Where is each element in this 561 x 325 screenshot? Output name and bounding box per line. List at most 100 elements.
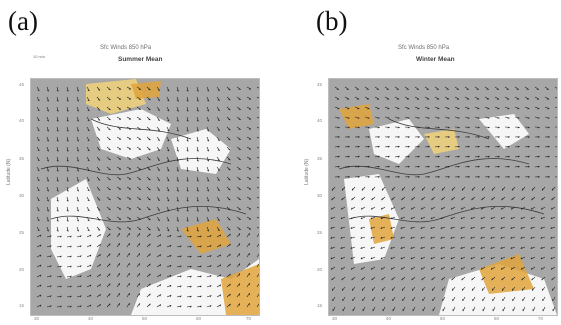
wind-vector (176, 245, 182, 248)
wind-vector (186, 96, 189, 102)
wind-vector (424, 176, 430, 178)
wind-vector (36, 304, 42, 308)
wind-vector (470, 256, 476, 260)
wind-vector (126, 302, 130, 308)
wind-vector (491, 286, 496, 291)
wind-vector (440, 266, 446, 270)
wind-vector (36, 86, 40, 92)
wind-vector (501, 186, 506, 191)
wind-vector (116, 166, 122, 170)
wind-vector (56, 206, 59, 212)
wind-vector (520, 216, 526, 220)
wind-vector (66, 86, 69, 92)
wind-vector (401, 186, 406, 191)
shaded-region (479, 254, 534, 294)
wind-vector (86, 86, 90, 92)
wind-vector (381, 196, 386, 201)
wind-vector (461, 186, 466, 191)
sea-region (369, 119, 424, 164)
wind-vector (332, 296, 336, 302)
wind-vector (196, 136, 199, 142)
wind-vector (502, 296, 506, 302)
wind-vector (166, 206, 170, 212)
wind-vector (484, 145, 490, 148)
wind-vector (434, 145, 440, 148)
wind-vector (554, 166, 557, 168)
wind-vector (484, 165, 490, 168)
wind-vector (520, 236, 526, 239)
wind-vector (411, 186, 416, 191)
panel-b-map (328, 78, 558, 316)
wind-vector (354, 176, 360, 178)
wind-vector (156, 176, 161, 181)
wind-vector (391, 276, 396, 281)
wind-vector (156, 284, 162, 288)
wind-vector (554, 86, 557, 90)
wind-vector (512, 296, 516, 302)
wind-vector (36, 156, 40, 162)
wind-vector (380, 266, 386, 270)
shaded-region (369, 214, 394, 244)
wind-vector (86, 196, 90, 202)
wind-vector (206, 106, 210, 112)
panel-a-arrow-label: 10 m/s (33, 54, 46, 59)
wind-vector (196, 216, 199, 222)
wind-vector (36, 244, 42, 248)
wind-vector (186, 86, 189, 92)
wind-vector (394, 176, 400, 178)
wind-vector (530, 206, 536, 210)
wind-vector (166, 274, 172, 278)
wind-vector (542, 306, 546, 312)
wind-vector (340, 206, 346, 210)
wind-vector (66, 295, 72, 298)
wind-vector (550, 206, 556, 210)
wind-vector (46, 186, 49, 192)
wind-vector (544, 176, 550, 178)
wind-vector (246, 96, 252, 100)
wind-vector (256, 283, 259, 288)
shaded-region (424, 129, 459, 154)
wind-vector (500, 226, 506, 229)
wind-vector (520, 246, 526, 249)
wind-vector (186, 226, 189, 232)
wind-vector (534, 176, 540, 178)
wind-vector (246, 116, 252, 120)
wind-vector (514, 165, 520, 168)
wind-vector (371, 186, 376, 191)
wind-vector (226, 136, 231, 141)
wind-vector (166, 166, 170, 172)
wind-vector (522, 296, 526, 302)
panel-b-map-svg (329, 79, 557, 315)
wind-vector (514, 106, 520, 110)
wind-vector (402, 296, 406, 302)
wind-vector (434, 106, 440, 110)
wind-vector (330, 236, 336, 239)
wind-vector (66, 255, 72, 258)
wind-vector (340, 226, 346, 229)
wind-vector (246, 282, 250, 288)
wind-vector (374, 126, 380, 129)
wind-vector (544, 136, 550, 139)
wind-vector (471, 196, 476, 201)
wind-vector (541, 276, 546, 281)
wind-vector (166, 294, 172, 298)
wind-vector (196, 146, 199, 152)
wind-vector (186, 136, 189, 142)
wind-vector (354, 106, 360, 110)
wind-vector (372, 306, 376, 312)
wind-vector (530, 266, 536, 270)
wind-vector (540, 266, 546, 270)
wind-vector (530, 246, 536, 249)
wind-vector (544, 106, 550, 110)
wind-vector (86, 156, 90, 162)
wind-vector (116, 283, 120, 288)
wind-vector (146, 243, 151, 248)
wind-vector (126, 96, 132, 100)
wind-vector (246, 156, 252, 160)
wind-vector (354, 165, 360, 168)
wind-vector (480, 226, 486, 229)
wind-vector (364, 155, 370, 158)
wind-vector (186, 245, 192, 248)
wind-vector (206, 146, 210, 152)
wind-vector (394, 145, 400, 148)
